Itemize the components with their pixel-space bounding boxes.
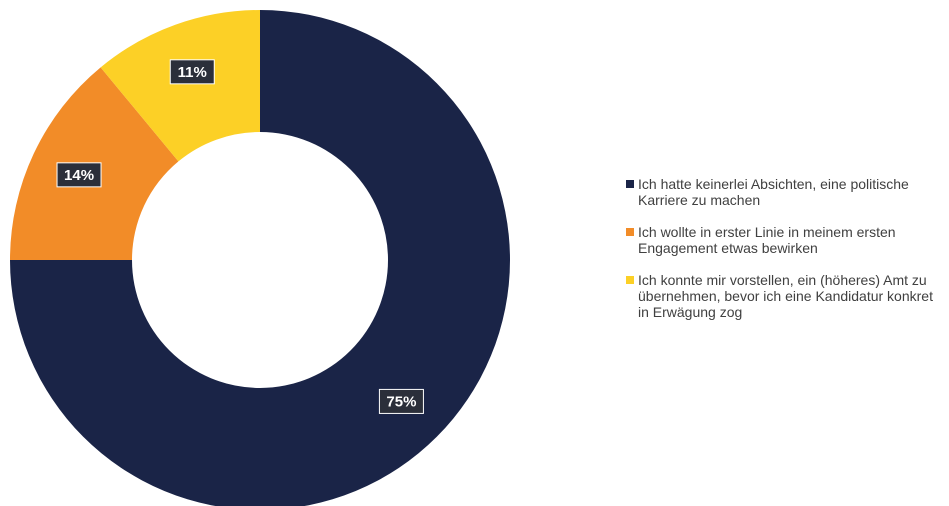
data-label-text: 14% xyxy=(64,167,94,184)
legend-label: Ich hatte keinerlei Absichten, eine poli… xyxy=(638,176,909,208)
legend-item: Ich hatte keinerlei Absichten, eine poli… xyxy=(626,176,936,208)
legend-swatch xyxy=(626,276,634,284)
data-label-text: 75% xyxy=(386,393,416,410)
data-label-box xyxy=(378,388,424,414)
legend-label: Ich konnte mir vorstellen, ein (höheres)… xyxy=(638,272,933,320)
legend-swatch xyxy=(626,228,634,236)
legend-label: Ich wollte in erster Linie in meinem ers… xyxy=(638,224,896,256)
legend: Ich hatte keinerlei Absichten, eine poli… xyxy=(626,176,936,336)
data-label: 75% xyxy=(378,388,424,414)
data-label-box xyxy=(56,162,102,188)
data-label-box xyxy=(169,59,215,85)
donut-slice xyxy=(10,10,510,506)
legend-swatch xyxy=(626,180,634,188)
donut-slice xyxy=(100,10,260,162)
data-label-text: 11% xyxy=(178,64,207,81)
legend-item: Ich konnte mir vorstellen, ein (höheres)… xyxy=(626,272,936,320)
data-label: 14% xyxy=(56,162,102,188)
data-label: 11% xyxy=(169,59,215,85)
legend-item: Ich wollte in erster Linie in meinem ers… xyxy=(626,224,936,256)
